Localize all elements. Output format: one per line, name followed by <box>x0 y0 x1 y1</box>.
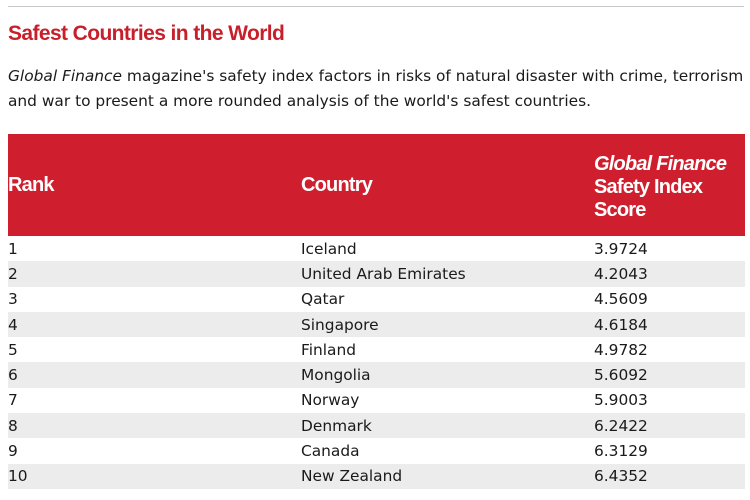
header-score-line2: Safety Index <box>594 175 703 198</box>
intro-paragraph: Global Finance magazine's safety index f… <box>8 64 748 114</box>
country-cell: Denmark <box>301 416 372 435</box>
score-cell: 4.9782 <box>594 340 648 359</box>
country-cell: Canada <box>301 442 360 461</box>
table-row: 7 Norway 5.9003 <box>8 388 745 413</box>
country-cell: Qatar <box>301 290 345 309</box>
rank-cell: 4 <box>8 315 18 334</box>
header-score-line3: Score <box>594 198 646 221</box>
country-cell: United Arab Emirates <box>301 264 466 283</box>
table-row: 1 Iceland 3.9724 <box>8 236 745 261</box>
rank-cell: 9 <box>8 442 18 461</box>
rank-cell: 2 <box>8 264 18 283</box>
top-divider <box>8 6 744 7</box>
rank-cell: 7 <box>8 391 18 410</box>
rank-cell: 1 <box>8 239 18 258</box>
country-cell: Mongolia <box>301 366 371 385</box>
country-cell: New Zealand <box>301 467 403 486</box>
header-rank: Rank <box>8 173 55 196</box>
table-row: 10 New Zealand 6.4352 <box>8 463 745 489</box>
table-header-row: Rank Country Global Finance Safety Index… <box>8 134 745 236</box>
score-cell: 6.3129 <box>594 442 648 461</box>
page-title: Safest Countries in the World <box>8 22 285 45</box>
score-cell: 5.6092 <box>594 366 648 385</box>
header-score-line1: Global Finance <box>594 152 727 175</box>
score-cell: 6.4352 <box>594 467 648 486</box>
table-row: 5 Finland 4.9782 <box>8 337 745 362</box>
intro-text: magazine's safety index factors in risks… <box>8 67 744 110</box>
header-country: Country <box>301 173 373 196</box>
table-row: 4 Singapore 4.6184 <box>8 311 745 338</box>
country-cell: Singapore <box>301 315 379 334</box>
country-cell: Norway <box>301 391 360 410</box>
rank-cell: 8 <box>8 416 18 435</box>
intro-italic-lead: Global Finance <box>8 67 122 85</box>
table-row: 3 Qatar 4.5609 <box>8 287 745 312</box>
table-row: 9 Canada 6.3129 <box>8 438 745 463</box>
table-row: 8 Denmark 6.2422 <box>8 413 745 439</box>
rank-cell: 3 <box>8 290 18 309</box>
table-row: 6 Mongolia 5.6092 <box>8 362 745 388</box>
header-score: Global Finance Safety Index Score <box>594 134 745 236</box>
score-cell: 5.9003 <box>594 391 648 410</box>
rank-cell: 6 <box>8 366 18 385</box>
safety-index-table: Rank Country Global Finance Safety Index… <box>8 134 745 489</box>
country-cell: Iceland <box>301 239 357 258</box>
score-cell: 4.5609 <box>594 290 648 309</box>
score-cell: 4.6184 <box>594 315 648 334</box>
table-body: 1 Iceland 3.9724 2 United Arab Emirates … <box>8 236 745 489</box>
score-cell: 6.2422 <box>594 416 648 435</box>
rank-cell: 10 <box>8 467 28 486</box>
country-cell: Finland <box>301 340 356 359</box>
table-row: 2 United Arab Emirates 4.2043 <box>8 261 745 287</box>
rank-cell: 5 <box>8 340 18 359</box>
score-cell: 4.2043 <box>594 264 648 283</box>
score-cell: 3.9724 <box>594 239 648 258</box>
